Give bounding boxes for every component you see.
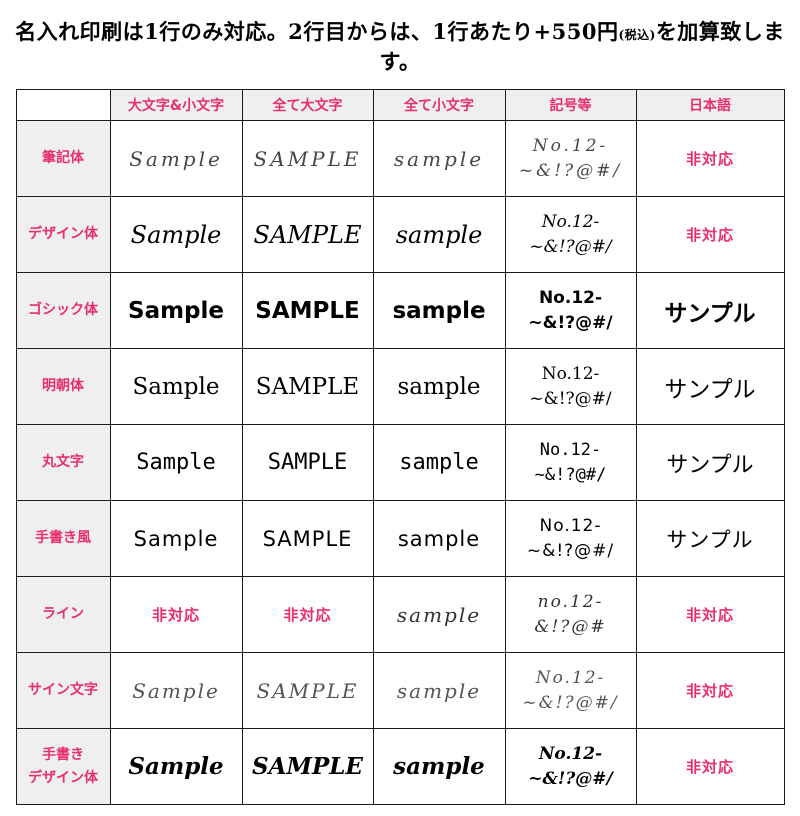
sample-cell: sample [372, 120, 506, 197]
unsupported-label: 非対応 [685, 758, 734, 776]
row-label: 丸文字 [15, 424, 111, 501]
symbols-sample-cell: No.12- ~&!?@#/ [504, 272, 637, 349]
notice-tax-note: (税込) [618, 28, 656, 42]
row-label: ライン [15, 576, 111, 653]
table-row: サイン文字 Sample SAMPLE sample No.12- ~&!?@#/ 非対応 [15, 652, 785, 729]
table-body: 筆記体 Sample SAMPLE sample No.12- ~&!?@#/非対応 デザ… [15, 120, 785, 805]
unsupported-cell: 非対応 [635, 576, 785, 653]
row-label: 手書き デザイン体 [15, 728, 111, 805]
sample-cell: sample [372, 196, 506, 273]
row-label: 明朝体 [15, 348, 111, 425]
symbols-sample-cell: No.12- ~&!?@#/ [504, 652, 637, 729]
font-table: 大文字&小文字 全て大文字 全て小文字 記号等 日本語 筆記体 Sample SAMPLE s… [15, 89, 785, 805]
notice-title: 名入れ印刷は1行のみ対応。2行目からは、1行あたり+550円(税込)を加算致しま… [0, 16, 800, 76]
sample-cell: Sample [109, 196, 243, 273]
symbols-sample-cell: No.12- ~&!?@#/ [504, 500, 637, 577]
unsupported-label: 非対応 [685, 226, 734, 244]
symbols-sample-cell: No.12- ~&!?@#/ [504, 196, 637, 273]
symbols-sample-cell: No.12- ~&!?@#/ [504, 728, 637, 805]
table-row: ゴシック体 Sample SAMPLE sample No.12- ~&!?@#/サンプ… [15, 272, 785, 349]
sample-cell: sample [372, 348, 506, 425]
sample-cell: SAMPLE [241, 120, 374, 197]
column-header: 全て大文字 [241, 89, 374, 121]
unsupported-label: 非対応 [283, 606, 332, 624]
sample-cell: sample [372, 652, 506, 729]
unsupported-label: 非対応 [685, 606, 734, 624]
sample-cell: Sample [109, 120, 243, 197]
unsupported-cell: 非対応 [635, 728, 785, 805]
symbols-sample-cell: no.12- &!?@# [504, 576, 637, 653]
table-row: ライン 非対応 非対応 sample no.12- &!?@# 非対応 [15, 576, 785, 653]
sample-cell: Sample [109, 652, 243, 729]
table-row: 手書き デザイン体 Sample SAMPLE sample No.12- ~&!?@#… [15, 728, 785, 805]
corner-cell [15, 89, 111, 121]
sample-cell: Sample [109, 424, 243, 501]
table-row: 丸文字 Sample SAMPLE sample No.12- ~&!?@#/サンプル [15, 424, 785, 501]
sample-cell: SAMPLE [241, 272, 374, 349]
row-label: 筆記体 [15, 120, 111, 197]
sample-cell: SAMPLE [241, 348, 374, 425]
sample-cell: sample [372, 576, 506, 653]
table-row: 筆記体 Sample SAMPLE sample No.12- ~&!?@#/ 非対応 [15, 120, 785, 197]
symbols-sample-cell: No.12- ~&!?@#/ [504, 120, 637, 197]
unsupported-cell: 非対応 [635, 120, 785, 197]
sample-cell: サンプル [635, 500, 785, 577]
sample-cell: sample [372, 500, 506, 577]
sample-cell: SAMPLE [241, 424, 374, 501]
unsupported-cell: 非対応 [635, 652, 785, 729]
sample-cell: SAMPLE [241, 728, 374, 805]
notice-text-before: 名入れ印刷は1行のみ対応。2行目からは、1行あたり+550円 [15, 19, 619, 44]
row-label: デザイン体 [15, 196, 111, 273]
table-row: デザイン体 Sample SAMPLE sample No.12- ~&!?@#/ 非対応 [15, 196, 785, 273]
unsupported-cell: 非対応 [109, 576, 243, 653]
sample-cell: sample [372, 424, 506, 501]
unsupported-label: 非対応 [151, 606, 200, 624]
sample-cell: Sample [109, 728, 243, 805]
column-header: 記号等 [504, 89, 637, 121]
row-label: ゴシック体 [15, 272, 111, 349]
symbols-sample-cell: No.12- ~&!?@#/ [504, 424, 637, 501]
column-header: 大文字&小文字 [109, 89, 243, 121]
row-label: サイン文字 [15, 652, 111, 729]
sample-cell: SAMPLE [241, 196, 374, 273]
unsupported-cell: 非対応 [635, 196, 785, 273]
symbols-sample-cell: No.12- ~&!?@#/ [504, 348, 637, 425]
sample-cell: SAMPLE [241, 652, 374, 729]
header-row: 大文字&小文字 全て大文字 全て小文字 記号等 日本語 [15, 89, 785, 121]
sample-cell: Sample [109, 500, 243, 577]
sample-cell: サンプル [635, 272, 785, 349]
sample-cell: sample [372, 728, 506, 805]
sample-cell: サンプル [635, 348, 785, 425]
unsupported-label: 非対応 [685, 150, 734, 168]
sample-cell: Sample [109, 348, 243, 425]
table-row: 明朝体 Sample SAMPLE sample No.12- ~&!?@#/サンプル [15, 348, 785, 425]
notice-text-after: を加算致します。 [379, 19, 785, 74]
table-row: 手書き風 Sample SAMPLE sample No.12- ~&!?@#/サンプル [15, 500, 785, 577]
table-header: 大文字&小文字 全て大文字 全て小文字 記号等 日本語 [15, 89, 785, 121]
unsupported-cell: 非対応 [241, 576, 374, 653]
row-label: 手書き風 [15, 500, 111, 577]
sample-cell: sample [372, 272, 506, 349]
column-header: 全て小文字 [372, 89, 506, 121]
column-header: 日本語 [635, 89, 785, 121]
sample-cell: Sample [109, 272, 243, 349]
sample-cell: サンプル [635, 424, 785, 501]
sample-cell: SAMPLE [241, 500, 374, 577]
unsupported-label: 非対応 [685, 682, 734, 700]
